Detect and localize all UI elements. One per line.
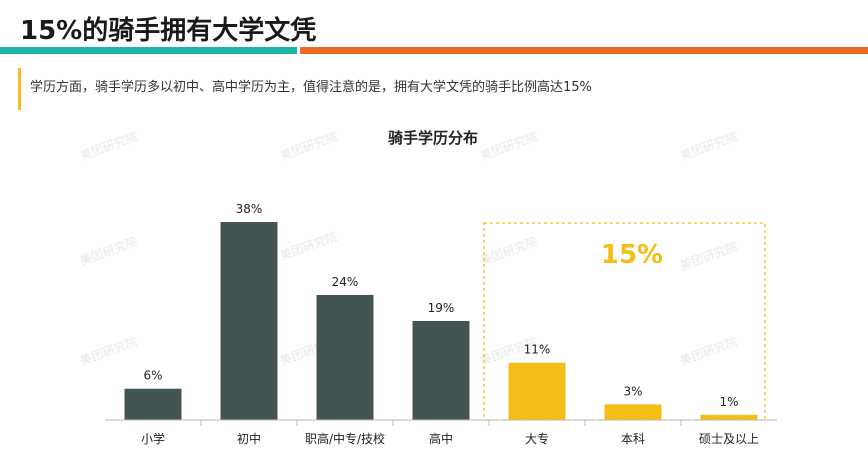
watermark-text: 美团研究院 xyxy=(78,233,140,268)
x-tick-label: 高中 xyxy=(429,431,453,446)
bar-3 xyxy=(412,321,470,420)
watermark-text: 美团研究院 xyxy=(678,128,740,163)
title-underline-orange xyxy=(300,47,868,54)
x-tick-label: 硕士及以上 xyxy=(699,432,759,446)
x-tick-label: 职高/中专/技校 xyxy=(305,431,385,446)
watermark-text: 美团研究院 xyxy=(278,228,340,263)
x-tick-label: 本科 xyxy=(621,432,645,446)
watermark-text: 美团研究院 xyxy=(678,333,740,368)
bar-5 xyxy=(604,404,662,420)
highlight-annotation: 15% xyxy=(601,240,663,270)
watermark-text: 美团研究院 xyxy=(678,238,740,273)
watermark-text: 美团研究院 xyxy=(278,128,340,163)
x-axis-ticks: 小学 初中 职高/中专/技校 高中 大专 本科 硕士及以上 xyxy=(141,420,759,446)
bar-value-label: 1% xyxy=(719,395,738,409)
watermark-text: 美团研究院 xyxy=(78,128,140,163)
page-title: 15%的骑手拥有大学文凭 xyxy=(20,16,317,46)
watermark-text: 美团研究院 xyxy=(478,233,540,268)
x-tick-label: 小学 xyxy=(141,431,165,446)
bar-value-label: 3% xyxy=(623,384,642,398)
bars-group: 6% 38% 24% 19% 11% 3% 1% xyxy=(124,202,758,420)
bar-value-label: 38% xyxy=(236,202,263,216)
subtitle-accent-bar xyxy=(18,68,21,110)
bar-0 xyxy=(124,388,182,420)
watermark-text: 美团研究院 xyxy=(478,128,540,163)
bar-1 xyxy=(220,222,278,420)
chart-title: 骑手学历分布 xyxy=(388,129,478,147)
bar-value-label: 19% xyxy=(428,301,455,315)
bar-value-label: 24% xyxy=(332,275,359,289)
page-subtitle: 学历方面，骑手学历多以初中、高中学历为主，值得注意的是，拥有大学文凭的骑手比例高… xyxy=(30,80,592,95)
title-underline-teal xyxy=(0,47,297,54)
x-tick-label: 初中 xyxy=(237,431,261,446)
bar-2 xyxy=(316,294,374,420)
bar-value-label: 6% xyxy=(143,369,162,383)
watermark-text: 美团研究院 xyxy=(78,333,140,368)
bar-value-label: 11% xyxy=(524,343,551,357)
bar-6 xyxy=(700,414,758,420)
bar-4 xyxy=(508,362,566,420)
x-tick-label: 大专 xyxy=(525,431,549,446)
